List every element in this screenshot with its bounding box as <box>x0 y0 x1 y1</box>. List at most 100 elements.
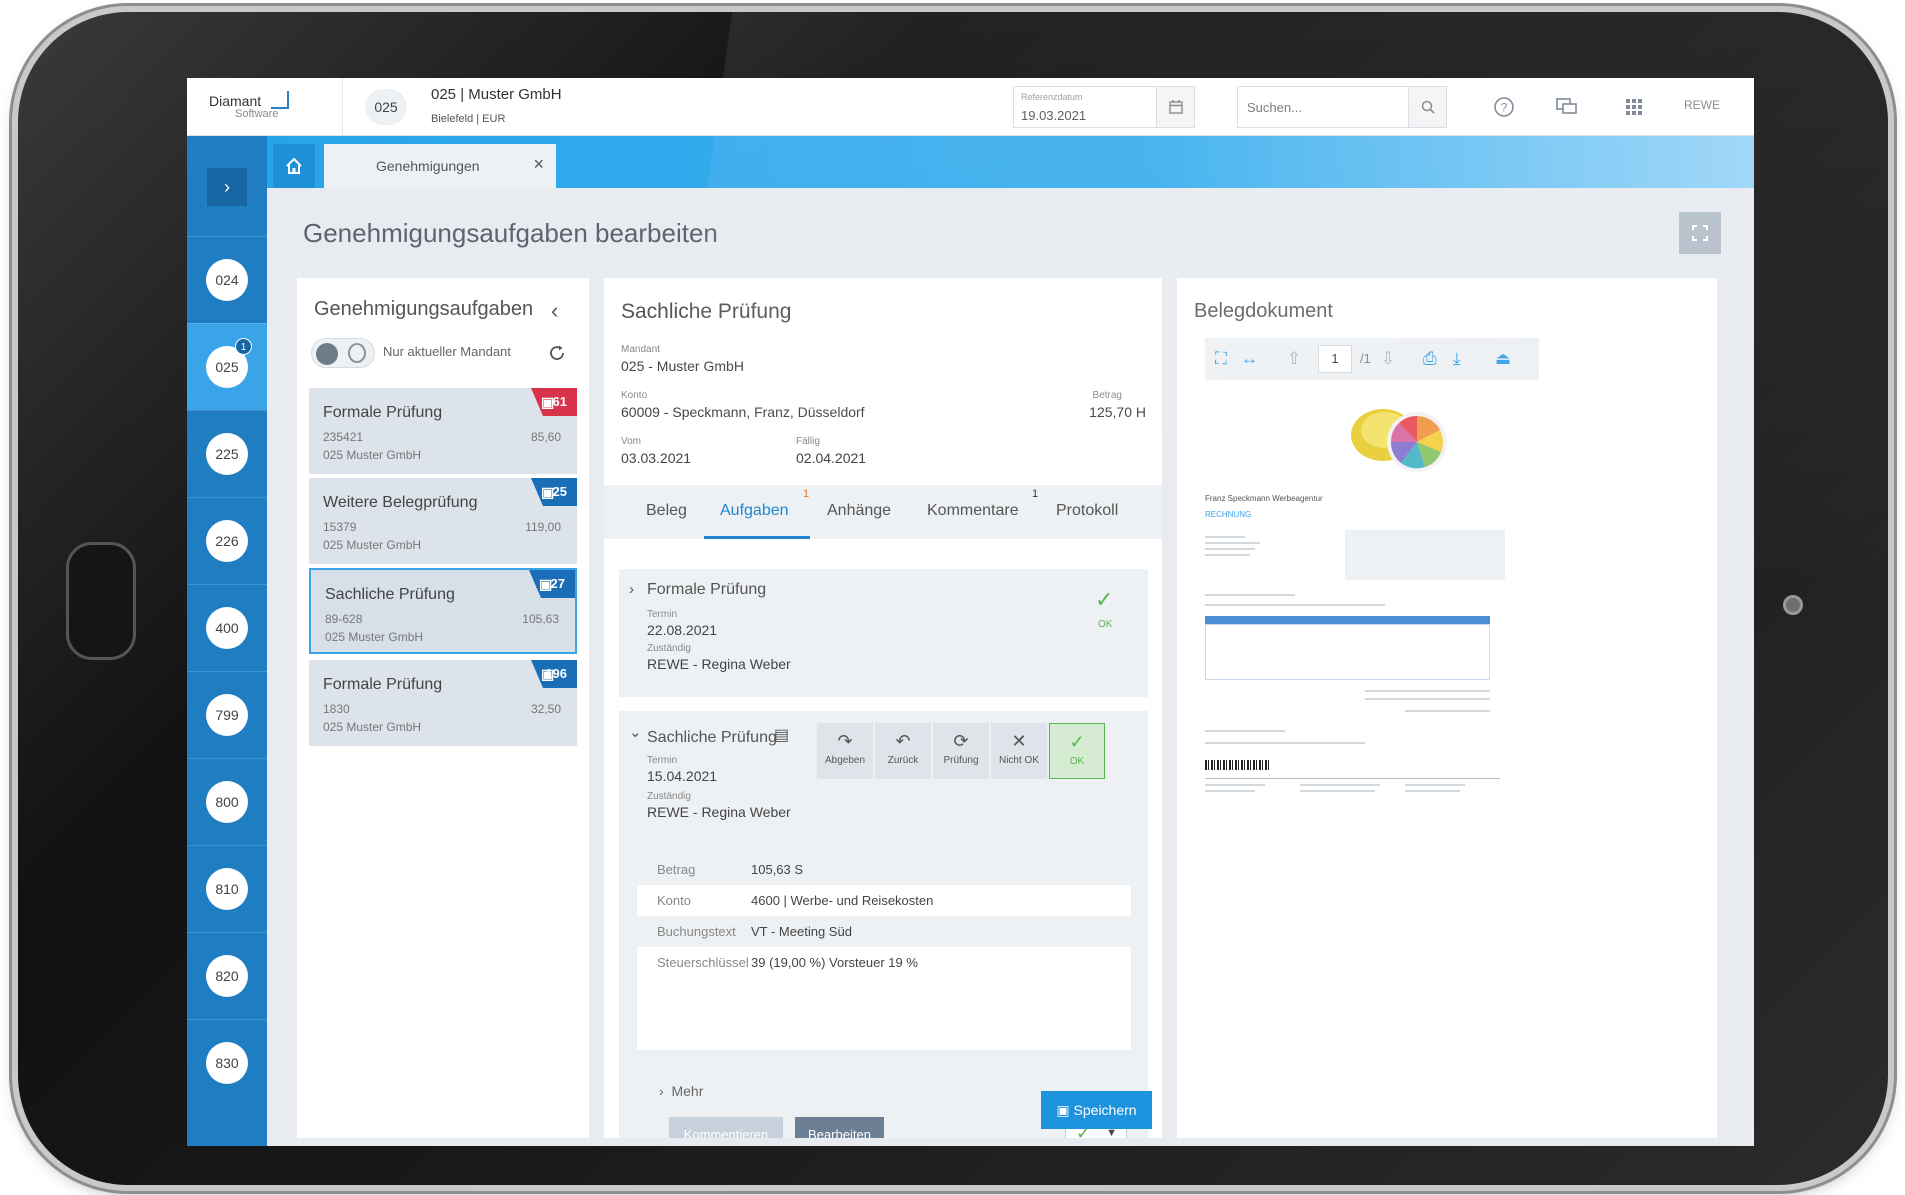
nicht-ok-button[interactable]: ✕ Nicht OK <box>991 723 1047 779</box>
sidebar-item-799[interactable]: 799 <box>187 671 267 758</box>
detail-row: Steuerschlüssel 39 (19,00 %) Vorsteuer 19… <box>637 947 1131 978</box>
page-down-icon[interactable]: ⇩ <box>1381 349 1396 368</box>
zurueck-button[interactable]: ↶ Zurück <box>875 723 931 779</box>
check-icon: ✓ <box>1069 732 1085 752</box>
comment-button[interactable]: Kommentieren <box>669 1117 783 1138</box>
detail-value: 39 (19,00 %) Vorsteuer 19 % <box>751 955 918 970</box>
doc-text-line <box>1205 554 1250 556</box>
doc-text-line <box>1205 730 1285 732</box>
tab-protokoll[interactable]: Protokoll <box>1056 502 1119 519</box>
task-title: Sachliche Prüfung <box>325 586 455 603</box>
doc-text-line <box>1405 710 1490 712</box>
calendar-icon: ▣ <box>541 484 555 500</box>
task-card[interactable]: Formale Prüfung 1830 32,50 025 Muster Gm… <box>309 660 577 746</box>
pruefung-button[interactable]: ⟳ Prüfung <box>933 723 989 779</box>
close-icon[interactable]: × <box>533 154 544 174</box>
document-toolbar: ⛶ ↔ ⇧ 1 /1 ⇩ ⎙ ⤓ ⏏ <box>1205 338 1539 380</box>
refresh-icon[interactable] <box>548 344 566 368</box>
tab-kommentare[interactable]: Kommentare <box>927 502 1019 519</box>
app-screen: Diamant Software 025 025 | Muster GmbH B… <box>187 78 1754 1146</box>
abgeben-button[interactable]: ↷ Abgeben <box>817 723 873 779</box>
task-amount: 85,60 <box>530 430 561 444</box>
home-tab[interactable] <box>273 144 315 188</box>
chevron-down-icon[interactable]: ⌄ <box>629 724 642 741</box>
sidebar-item-226[interactable]: 226 <box>187 497 267 584</box>
ok-button[interactable]: ✓ OK <box>1049 723 1105 779</box>
tab-count: 1 <box>1032 488 1039 500</box>
page-number-input[interactable]: 1 <box>1318 345 1352 373</box>
calendar-icon: ▣ <box>539 576 553 592</box>
tablet-home-button[interactable] <box>66 542 136 660</box>
chevron-right-icon: › <box>659 1083 672 1099</box>
sidebar-expand-button[interactable]: › <box>207 168 247 206</box>
reference-date-field[interactable]: Referenzdatum 19.03.2021 <box>1013 86 1195 128</box>
apps-grid-icon[interactable] <box>1619 92 1649 122</box>
save-button[interactable]: ▣ Speichern <box>1041 1091 1152 1129</box>
sidebar-item-800[interactable]: 800 <box>187 758 267 845</box>
logo-subtext: Software <box>235 108 279 120</box>
konto-value: 60009 - Speckmann, Franz, Düsseldorf <box>621 404 865 420</box>
doc-text-line <box>1205 594 1295 596</box>
sidebar-item-024[interactable]: 024 <box>187 236 267 323</box>
sidebar-item-025[interactable]: 025 1 <box>187 323 267 410</box>
logo-mark-icon <box>271 91 289 109</box>
document-type: RECHNUNG <box>1205 510 1252 519</box>
mandant-value: 025 - Muster GmbH <box>621 358 744 374</box>
doc-text-line <box>1300 784 1380 786</box>
task-card[interactable]: Formale Prüfung 235421 85,60 025 Muster … <box>309 388 577 474</box>
download-icon[interactable]: ⤓ <box>1453 349 1461 368</box>
chevron-right-icon[interactable]: › <box>629 581 634 598</box>
task-card[interactable]: Weitere Belegprüfung 15379 119,00 025 Mu… <box>309 478 577 564</box>
undo-icon: ↶ <box>895 731 911 751</box>
help-icon[interactable]: ? <box>1489 92 1519 122</box>
comment-icon[interactable]: ▤ <box>774 727 790 744</box>
sidebar-item-810[interactable]: 810 <box>187 845 267 932</box>
search-box[interactable] <box>1237 86 1447 128</box>
toggle-label: Nur aktueller Mandant <box>383 344 511 359</box>
print-icon[interactable]: ⎙ <box>1423 349 1437 368</box>
more-toggle[interactable]: › Mehr <box>659 1083 703 1099</box>
tab-beleg[interactable]: Beleg <box>646 502 687 519</box>
sidebar-item-830[interactable]: 830 <box>187 1019 267 1106</box>
chat-icon[interactable] <box>1552 92 1582 122</box>
sidebar-item-label: 400 <box>206 607 248 649</box>
sidebar-item-820[interactable]: 820 <box>187 932 267 1019</box>
search-input[interactable] <box>1238 87 1408 127</box>
termin-label: Termin <box>647 609 678 620</box>
svg-text:?: ? <box>1501 101 1508 115</box>
client-number-badge[interactable]: 025 <box>365 89 407 125</box>
document-preview[interactable]: Franz Speckmann Werbeagentur RECHNUNG <box>1205 388 1525 848</box>
document-panel: Belegdokument ⛶ ↔ ⇧ 1 /1 ⇩ ⎙ ⤓ ⏏ <box>1177 278 1717 1138</box>
detail-key: Buchungstext <box>657 924 736 939</box>
doc-text-line <box>1365 698 1490 700</box>
current-client-toggle[interactable] <box>311 338 375 368</box>
task-step-formale-pruefung[interactable]: › Formale Prüfung Termin 22.08.2021 Zust… <box>619 569 1148 697</box>
doc-text-line <box>1205 790 1255 792</box>
tab-genehmigungen[interactable]: Genehmigungen × <box>324 144 556 188</box>
reference-date-value[interactable]: 19.03.2021 <box>1021 108 1087 123</box>
detail-tabs: Beleg Aufgaben 1 Anhänge Kommentare 1 Pr… <box>604 485 1162 539</box>
page-up-icon[interactable]: ⇧ <box>1287 349 1302 368</box>
user-menu[interactable]: REWE <box>1684 98 1720 112</box>
search-icon[interactable] <box>1408 87 1446 127</box>
fit-page-icon[interactable]: ⛶ <box>1215 349 1227 368</box>
fullscreen-button[interactable] <box>1679 212 1721 254</box>
fit-width-icon[interactable]: ↔ <box>1241 349 1258 368</box>
sidebar-item-label: 226 <box>206 520 248 562</box>
tab-aufgaben[interactable]: Aufgaben <box>720 502 789 519</box>
app-logo[interactable]: Diamant Software <box>209 91 309 123</box>
chevron-left-icon[interactable]: ‹ <box>551 298 559 323</box>
edit-button[interactable]: Bearbeiten <box>795 1117 884 1138</box>
tab-anhaenge[interactable]: Anhänge <box>827 502 892 519</box>
barcode-image <box>1205 760 1271 770</box>
detail-key: Betrag <box>657 862 696 877</box>
calendar-icon[interactable] <box>1156 87 1194 127</box>
sidebar-item-225[interactable]: 225 <box>187 410 267 497</box>
task-detail-title: Sachliche Prüfung <box>621 300 792 323</box>
caret-down-icon: ▼ <box>1106 1127 1117 1138</box>
sidebar-item-400[interactable]: 400 <box>187 584 267 671</box>
task-card-selected[interactable]: Sachliche Prüfung 89-628 105,63 025 Must… <box>309 568 577 654</box>
stamp-icon[interactable]: ⏏ <box>1495 349 1512 368</box>
doc-text-line <box>1405 790 1460 792</box>
due-badge: ▣ 25 <box>531 478 577 506</box>
